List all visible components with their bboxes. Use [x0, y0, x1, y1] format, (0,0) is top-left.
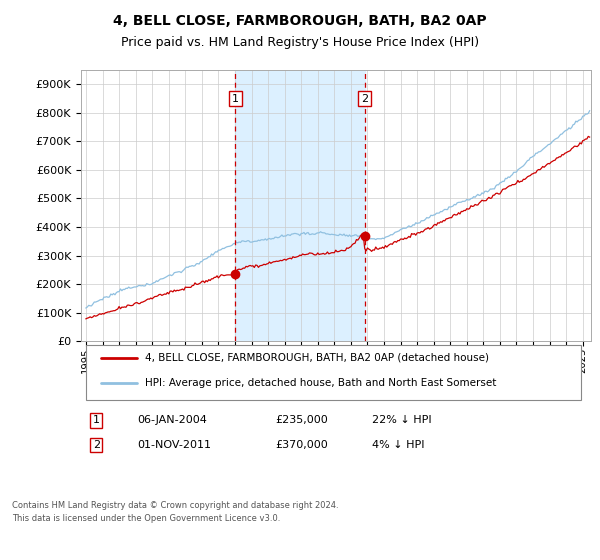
Text: Price paid vs. HM Land Registry's House Price Index (HPI): Price paid vs. HM Land Registry's House …	[121, 36, 479, 49]
Text: 4, BELL CLOSE, FARMBOROUGH, BATH, BA2 0AP (detached house): 4, BELL CLOSE, FARMBOROUGH, BATH, BA2 0A…	[145, 353, 489, 363]
Text: 2: 2	[361, 94, 368, 104]
Text: £235,000: £235,000	[275, 416, 328, 425]
Text: 4% ↓ HPI: 4% ↓ HPI	[372, 440, 424, 450]
Text: 2: 2	[93, 440, 100, 450]
Text: 1: 1	[232, 94, 239, 104]
Text: 22% ↓ HPI: 22% ↓ HPI	[372, 416, 431, 425]
Text: 1: 1	[93, 416, 100, 425]
FancyBboxPatch shape	[86, 345, 581, 400]
Text: 01-NOV-2011: 01-NOV-2011	[137, 440, 211, 450]
Text: 4, BELL CLOSE, FARMBOROUGH, BATH, BA2 0AP: 4, BELL CLOSE, FARMBOROUGH, BATH, BA2 0A…	[113, 14, 487, 28]
Text: Contains HM Land Registry data © Crown copyright and database right 2024.: Contains HM Land Registry data © Crown c…	[12, 501, 338, 510]
Text: HPI: Average price, detached house, Bath and North East Somerset: HPI: Average price, detached house, Bath…	[145, 377, 496, 388]
Text: 06-JAN-2004: 06-JAN-2004	[137, 416, 207, 425]
Text: £370,000: £370,000	[275, 440, 328, 450]
Text: This data is licensed under the Open Government Licence v3.0.: This data is licensed under the Open Gov…	[12, 514, 280, 522]
Bar	[235, 70, 365, 341]
